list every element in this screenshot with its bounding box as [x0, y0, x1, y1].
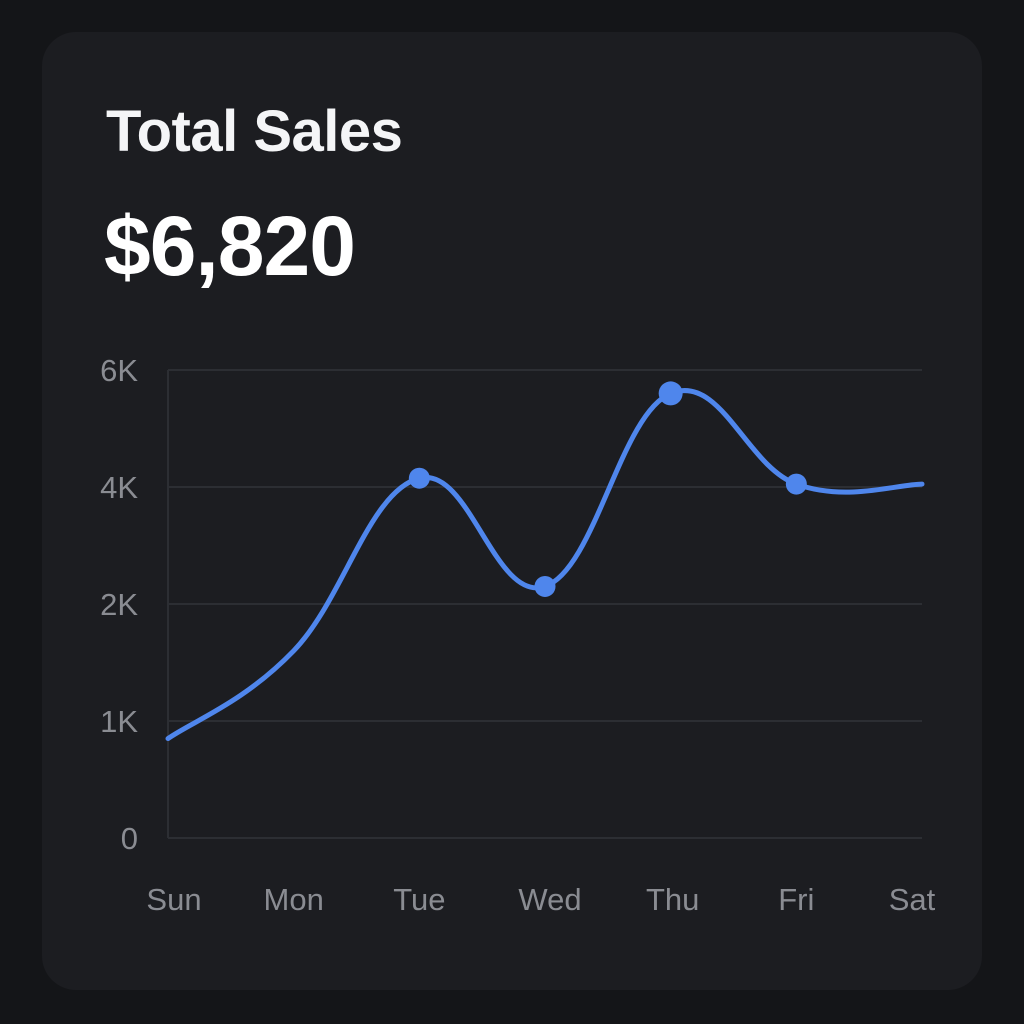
x-tick-label: Mon	[264, 882, 324, 917]
series-layer	[165, 388, 925, 742]
y-tick-label: 4K	[100, 470, 138, 505]
y-tick-label: 2K	[100, 587, 138, 622]
x-tick-label: Fri	[778, 882, 814, 917]
sales-series-line	[165, 388, 925, 742]
x-tick-label: Thu	[646, 882, 699, 917]
x-tick-label: Tue	[393, 882, 445, 917]
x-axis-ticks: Sun Mon Tue Wed Thu Fri Sat	[146, 882, 935, 917]
y-tick-label: 6K	[100, 353, 138, 388]
x-tick-label: Sat	[889, 882, 936, 917]
y-tick-label: 1K	[100, 704, 138, 739]
y-tick-label: 0	[121, 821, 138, 856]
data-point-fri	[785, 473, 807, 495]
data-point-thu	[658, 381, 683, 406]
y-axis-ticks: 0 1K 2K 4K 6K	[100, 353, 138, 856]
data-point-tue	[408, 467, 430, 489]
total-sales-value: $6,820	[104, 199, 356, 293]
sales-card: Total Sales $6,820	[42, 32, 982, 990]
x-tick-label: Wed	[518, 882, 581, 917]
markers-layer	[408, 381, 807, 597]
x-tick-label: Sun	[146, 882, 201, 917]
grid-lines	[167, 369, 922, 839]
data-point-wed	[534, 575, 556, 597]
card-title: Total Sales	[106, 99, 403, 164]
